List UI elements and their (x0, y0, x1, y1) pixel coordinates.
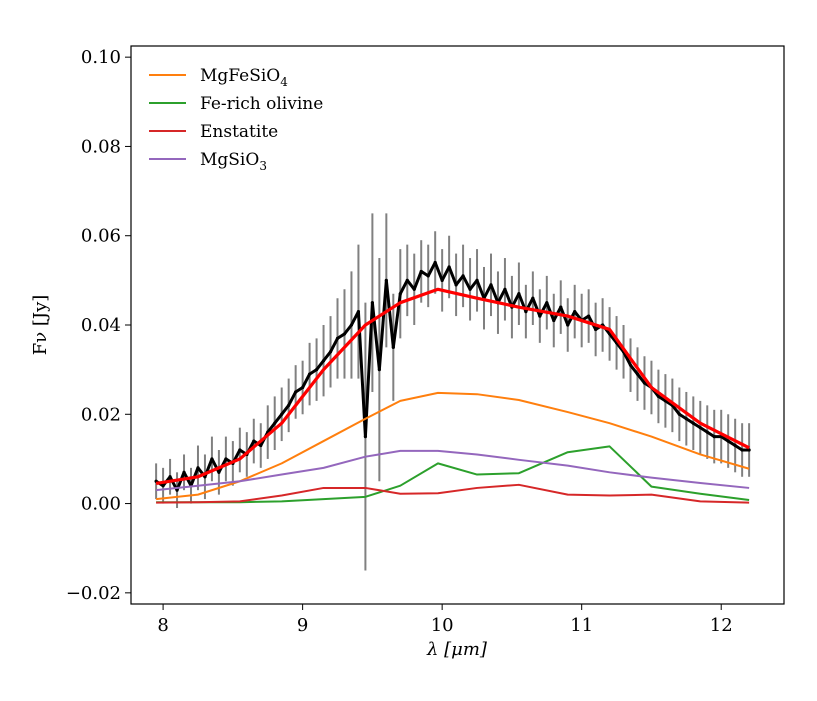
data-point (307, 372, 312, 376)
y-tick-label: 0.00 (81, 494, 121, 515)
data-point (398, 292, 402, 296)
data-point (391, 345, 395, 349)
data-point (454, 283, 458, 287)
data-point (301, 385, 305, 390)
x-axis-label: λ [μm] (426, 639, 488, 660)
data-point (175, 488, 179, 492)
data-point (217, 470, 221, 474)
x-tick-label: 11 (570, 615, 593, 636)
data-point (259, 443, 263, 448)
data-point (691, 421, 695, 425)
data-point (196, 466, 200, 470)
model-lines (155, 287, 750, 504)
data-point (594, 327, 598, 332)
data-point (545, 301, 549, 305)
data-point (503, 287, 507, 291)
data-point (684, 417, 688, 421)
y-axis-label: Fν [Jy] (30, 295, 51, 356)
data-point (628, 363, 633, 367)
data-point (475, 278, 479, 282)
series-line-enstatite (156, 483, 750, 504)
data-point (349, 323, 354, 327)
data-point (321, 359, 326, 363)
data-point (377, 368, 381, 372)
data-point (370, 301, 374, 305)
data-point (587, 314, 591, 318)
data-point (733, 443, 737, 448)
legend-label: MgFeSiO4 (200, 66, 288, 89)
data-point (210, 457, 214, 461)
data-point (677, 412, 681, 416)
data-point (538, 314, 542, 318)
plot-area (154, 213, 751, 571)
data-point (287, 403, 291, 407)
y-tick-label: 0.04 (81, 315, 121, 336)
data-point (531, 296, 535, 300)
data-point (335, 336, 340, 340)
data-point (517, 292, 521, 296)
data-point (426, 274, 430, 278)
data-point (168, 475, 172, 479)
y-tick-label: −0.02 (66, 583, 121, 604)
data-point (552, 318, 556, 323)
data-point (447, 265, 451, 269)
y-tick-label: 0.08 (81, 136, 121, 157)
data-point (440, 278, 444, 282)
legend-label: Fe-rich olivine (200, 94, 323, 114)
data-point (161, 484, 165, 488)
data-point (363, 435, 368, 439)
data-point (182, 470, 186, 474)
series-line-mgsio (156, 449, 750, 492)
data-point (656, 394, 661, 399)
data-point (238, 448, 242, 452)
x-tick-label: 8 (157, 615, 168, 636)
data-point (573, 310, 577, 314)
legend-label: Enstatite (200, 122, 278, 142)
data-point (433, 260, 437, 265)
series-line-total-model (155, 287, 750, 486)
data-point (412, 287, 416, 291)
data-point (635, 372, 640, 376)
data-point (273, 421, 277, 425)
data-point (559, 305, 563, 309)
data-point (642, 381, 647, 385)
data-point (726, 439, 730, 443)
data-point (384, 278, 388, 282)
data-point (342, 332, 347, 336)
data-point (224, 457, 228, 461)
data-point (698, 426, 702, 430)
data-point (280, 412, 284, 416)
data-point (252, 439, 256, 443)
legend-label: MgSiO3 (200, 150, 267, 173)
legend: MgFeSiO4 Fe-rich olivine Enstatite MgSiO3 (149, 66, 323, 173)
data-point (712, 435, 716, 439)
x-tick-label: 9 (297, 615, 308, 636)
y-axis: −0.02 0.00 0.02 0.04 0.06 0.08 0.10 (66, 47, 131, 604)
series-line-fe-rich-olivine (156, 445, 750, 504)
data-point (314, 368, 319, 372)
data-point (468, 287, 472, 291)
y-tick-label: 0.02 (81, 404, 121, 425)
x-tick-label: 12 (710, 615, 733, 636)
x-axis: 8 9 10 11 12 (157, 604, 733, 636)
data-point (405, 278, 409, 282)
data-point (203, 475, 207, 479)
series-line-mgfesio (156, 391, 750, 501)
data-point (566, 323, 570, 327)
data-point (747, 448, 751, 452)
y-tick-label: 0.10 (81, 47, 121, 68)
data-point (705, 430, 709, 434)
data-point (419, 269, 423, 274)
y-tick-label: 0.06 (81, 226, 121, 247)
x-tick-label: 10 (431, 615, 454, 636)
data-point (461, 274, 465, 278)
data-point (356, 310, 361, 314)
data-point (524, 310, 528, 314)
data-point (489, 283, 493, 287)
data-point (740, 448, 744, 452)
data-point (294, 390, 298, 394)
data-point (328, 350, 333, 354)
